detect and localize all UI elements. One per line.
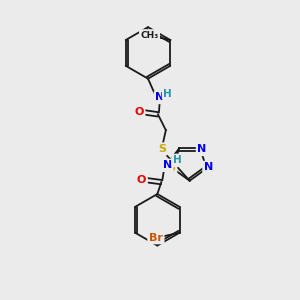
Text: O: O bbox=[134, 107, 144, 117]
Text: N: N bbox=[197, 144, 207, 154]
Text: O: O bbox=[137, 175, 146, 185]
Text: CH₃: CH₃ bbox=[140, 31, 159, 40]
Text: S: S bbox=[168, 164, 176, 173]
Text: S: S bbox=[158, 144, 166, 154]
Text: Br: Br bbox=[149, 232, 163, 243]
Text: N: N bbox=[204, 162, 213, 172]
Text: N: N bbox=[155, 92, 164, 103]
Text: N: N bbox=[163, 160, 172, 170]
Text: H: H bbox=[173, 155, 182, 165]
Text: H: H bbox=[164, 88, 172, 98]
